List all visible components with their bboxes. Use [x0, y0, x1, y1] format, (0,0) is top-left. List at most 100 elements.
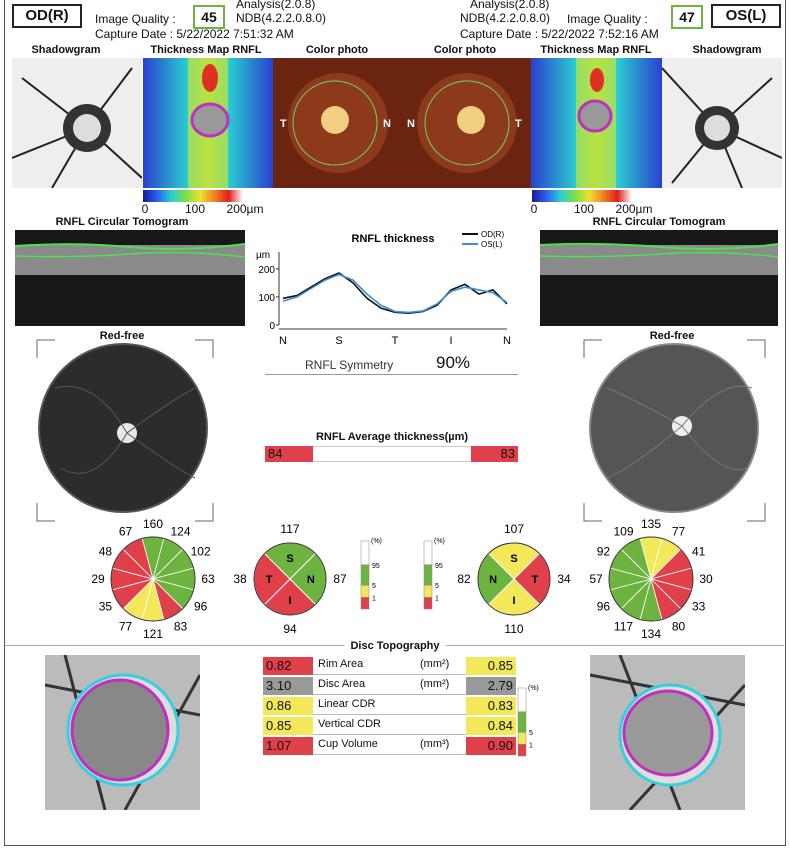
- quality-value: 45: [193, 5, 225, 29]
- legend-tick: 5: [435, 583, 439, 590]
- analysis: Analysis(2.0.8): [470, 0, 550, 11]
- row-label: Disc Area: [318, 678, 366, 690]
- avg-os: 83: [471, 446, 518, 462]
- sector-value: 29: [91, 572, 105, 586]
- colorbar: [143, 190, 243, 202]
- sector-value: 96: [194, 600, 208, 614]
- legend-band: [423, 564, 433, 586]
- sector-value: 63: [201, 572, 215, 586]
- sector-value: 109: [613, 524, 633, 538]
- row-label: Rim Area: [318, 658, 364, 670]
- row-unit: (mm²): [420, 658, 450, 670]
- row-band: [263, 677, 516, 695]
- od-value: 3.10: [263, 677, 313, 695]
- os-value: 0.85: [466, 657, 516, 675]
- tomogram-image: [15, 230, 245, 326]
- y-axis-label: µm: [256, 250, 270, 261]
- row-band: [263, 717, 516, 735]
- quality-label: Image Quality :: [567, 12, 648, 26]
- sector-value: 41: [692, 545, 706, 559]
- panel-label: Color photo: [305, 44, 369, 56]
- sector-name: I: [288, 595, 291, 607]
- panel-label: Shadowgram: [31, 44, 101, 56]
- os-value: 0.90: [466, 737, 516, 755]
- od-value: 0.86: [263, 697, 313, 715]
- sector-value: 35: [99, 600, 113, 614]
- direction-label: N: [383, 118, 391, 130]
- direction-label: T: [515, 118, 522, 130]
- tomogram-label: RNFL Circular Tomogram: [55, 216, 189, 228]
- sector-value: 107: [504, 522, 524, 536]
- sector-value: 117: [280, 522, 299, 536]
- panel-label: Thickness Map RNFL: [540, 44, 652, 56]
- shadowgram-image: [12, 58, 142, 188]
- sector-value: 102: [191, 545, 211, 559]
- y-tick-label: 200: [258, 265, 275, 276]
- colorbar-label: 0: [141, 202, 149, 216]
- sector-value: 30: [699, 572, 713, 586]
- sector-value: 57: [589, 572, 603, 586]
- sector-value: 34: [557, 572, 571, 586]
- legend-band: [360, 584, 370, 598]
- sector-value: 38: [233, 572, 247, 586]
- legend-band: [517, 744, 527, 757]
- os-value: 0.84: [466, 717, 516, 735]
- sector-name: N: [489, 574, 497, 586]
- sector-value: 117: [614, 620, 633, 634]
- legend-band: [517, 711, 527, 733]
- eye-label: OD(R): [12, 4, 82, 28]
- row-band: [263, 697, 516, 715]
- sector-value: 134: [641, 627, 661, 641]
- series-line: [282, 272, 508, 315]
- direction-label: N: [407, 118, 415, 130]
- x-tick-label: T: [392, 335, 399, 347]
- tomogram-label: RNFL Circular Tomogram: [592, 216, 726, 228]
- legend-band: [423, 597, 433, 610]
- row-label: Vertical CDR: [318, 718, 381, 730]
- sector-name: T: [266, 574, 273, 586]
- panel-label: Thickness Map RNFL: [150, 44, 262, 56]
- sector-value: 82: [457, 572, 471, 586]
- sector-name: T: [532, 574, 539, 586]
- thickness-map-image: [531, 58, 662, 188]
- series-line: [282, 273, 508, 314]
- shadowgram-image: [662, 58, 782, 188]
- colorbar-label: 200µm: [226, 202, 264, 216]
- legend-band: [517, 687, 527, 713]
- sector-value: 48: [99, 545, 113, 559]
- pie-outline: [253, 542, 327, 616]
- ndb: NDB(4.2.2.0.8.0): [236, 11, 327, 25]
- sector-value: 96: [597, 600, 611, 614]
- thickness-map-image: [143, 58, 273, 188]
- od-value: 0.85: [263, 717, 313, 735]
- ndb: NDB(4.2.2.0.8.0): [460, 11, 551, 25]
- pie-outline: [608, 536, 694, 622]
- y-tick-label: 0: [269, 321, 275, 332]
- legend-band: [517, 731, 527, 745]
- legend-band: [423, 584, 433, 598]
- panel-label: Color photo: [433, 44, 497, 56]
- x-tick-label: N: [503, 335, 511, 347]
- legend-tick: 95: [435, 563, 443, 570]
- eye-label: OS(L): [711, 4, 781, 28]
- sector-value: 110: [504, 622, 523, 636]
- sector-value: 87: [333, 572, 347, 586]
- row-label: Cup Volume: [318, 738, 378, 750]
- row-unit: (mm²): [420, 678, 450, 690]
- x-tick-label: N: [279, 335, 287, 347]
- sector-name: S: [510, 553, 517, 565]
- red-free-image: [36, 339, 214, 522]
- chart-title: RNFL thickness: [352, 233, 435, 245]
- sector-value: 77: [119, 620, 133, 634]
- legend-label: OD(R): [481, 230, 504, 239]
- legend-tick: 1: [529, 742, 533, 749]
- sector-value: 135: [641, 517, 661, 531]
- sector-name: N: [307, 574, 315, 586]
- od-value: 1.07: [263, 737, 313, 755]
- color-photo: [273, 58, 403, 188]
- legend-tick: 1: [372, 595, 376, 602]
- legend-unit: (%): [434, 538, 445, 545]
- sector-value: 160: [143, 517, 163, 531]
- od-value: 0.82: [263, 657, 313, 675]
